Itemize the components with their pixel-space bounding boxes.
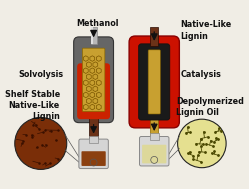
FancyBboxPatch shape bbox=[82, 48, 105, 111]
Text: Catalysis: Catalysis bbox=[180, 70, 221, 79]
Text: Native-Like
Lignin: Native-Like Lignin bbox=[180, 20, 232, 41]
FancyBboxPatch shape bbox=[142, 145, 166, 163]
Text: Solvolysis: Solvolysis bbox=[18, 70, 63, 79]
FancyBboxPatch shape bbox=[81, 151, 106, 166]
Bar bbox=[91, 26, 97, 44]
Circle shape bbox=[15, 117, 67, 169]
FancyBboxPatch shape bbox=[139, 136, 169, 166]
Text: Depolymerized
Lignin Oil: Depolymerized Lignin Oil bbox=[176, 97, 244, 117]
FancyBboxPatch shape bbox=[79, 139, 108, 169]
FancyBboxPatch shape bbox=[74, 37, 114, 123]
Bar bbox=[150, 27, 158, 46]
Bar bbox=[150, 133, 159, 140]
FancyBboxPatch shape bbox=[148, 50, 160, 114]
Bar bbox=[150, 117, 158, 136]
FancyBboxPatch shape bbox=[129, 36, 179, 128]
Circle shape bbox=[178, 119, 226, 168]
Bar bbox=[91, 26, 93, 44]
FancyBboxPatch shape bbox=[77, 63, 110, 119]
Text: Methanol: Methanol bbox=[76, 19, 118, 28]
Bar bbox=[89, 117, 98, 139]
Text: Shelf Stable
Native-Like
Lignin: Shelf Stable Native-Like Lignin bbox=[4, 90, 60, 121]
FancyBboxPatch shape bbox=[139, 44, 170, 120]
Bar bbox=[89, 136, 98, 143]
